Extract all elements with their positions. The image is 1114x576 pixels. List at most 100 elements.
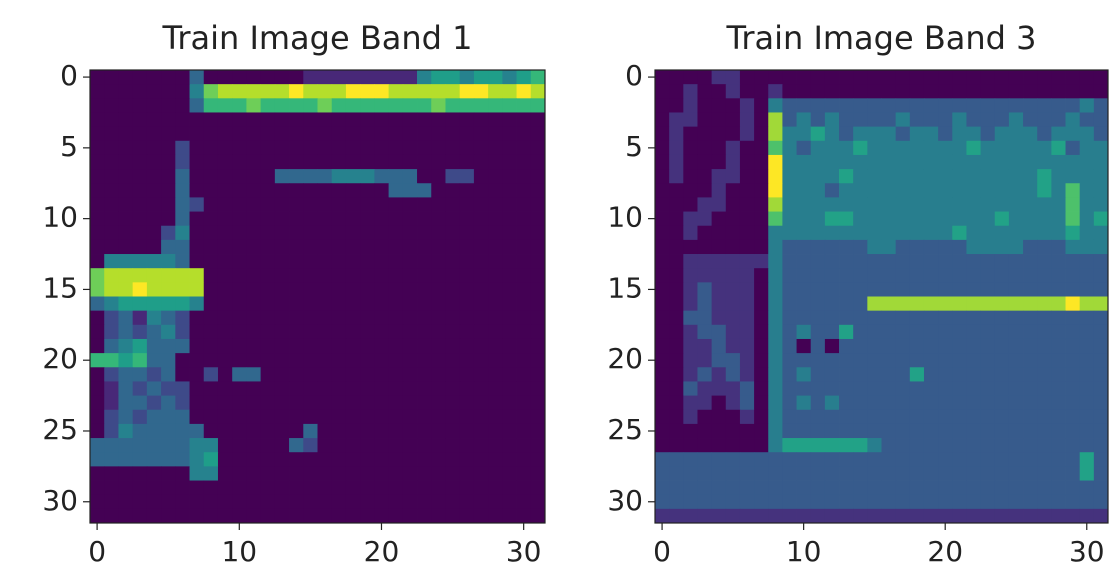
heatmap-cell: [796, 438, 812, 453]
heatmap-cell: [782, 438, 797, 453]
heatmap-cell: [980, 452, 996, 467]
heatmap-cell: [331, 367, 347, 382]
heatmap-cell: [317, 239, 333, 255]
heatmap-cell: [1079, 140, 1095, 156]
heatmap-cell: [881, 409, 897, 425]
heatmap-cell: [459, 98, 475, 113]
heatmap-cell: [1065, 169, 1081, 184]
heatmap-cell: [909, 268, 925, 283]
heatmap-cell: [303, 84, 318, 99]
heatmap-cell: [374, 310, 389, 326]
heatmap-cell: [246, 70, 262, 85]
heatmap-cell: [697, 140, 713, 156]
heatmap-cell: [260, 84, 276, 99]
heatmap-cell: [317, 324, 333, 340]
heatmap-cell: [417, 438, 432, 453]
heatmap-cell: [994, 438, 1010, 453]
heatmap-cell: [118, 381, 134, 396]
heatmap-cell: [782, 466, 797, 481]
heatmap-cell: [782, 423, 797, 439]
heatmap-cell: [669, 466, 684, 481]
heatmap-cell: [345, 98, 361, 113]
heatmap-cell: [1023, 140, 1038, 156]
heatmap-cell: [1051, 225, 1066, 241]
heatmap-cell: [402, 225, 418, 241]
heatmap-cell: [289, 381, 304, 396]
heatmap-cell: [189, 409, 205, 425]
heatmap-cell: [516, 338, 532, 354]
heatmap-cell: [1051, 353, 1066, 368]
heatmap-cell: [1023, 466, 1038, 481]
heatmap-cell: [274, 324, 290, 340]
heatmap-cell: [994, 367, 1010, 382]
heatmap-cell: [303, 140, 318, 156]
heatmap-cell: [1051, 480, 1066, 496]
heatmap-cell: [725, 409, 741, 425]
heatmap-cell: [360, 310, 375, 326]
heatmap-cell: [952, 70, 967, 85]
heatmap-cell: [502, 183, 517, 198]
heatmap-cell: [473, 70, 489, 85]
heatmap-cell: [203, 225, 219, 241]
heatmap-cell: [189, 296, 205, 312]
heatmap-cell: [473, 112, 489, 128]
heatmap-cell: [459, 409, 475, 425]
heatmap-cell: [1037, 268, 1052, 283]
heatmap-cell: [317, 154, 333, 170]
heatmap-cell: [203, 409, 219, 425]
heatmap-cell: [232, 367, 247, 382]
heatmap-cell: [1037, 154, 1052, 170]
heatmap-cell: [1079, 282, 1095, 297]
heatmap-cell: [274, 494, 290, 510]
heatmap-cell: [132, 438, 148, 453]
heatmap-cell: [374, 423, 389, 439]
heatmap-cell: [1037, 84, 1052, 99]
x-tick-label: 10: [786, 535, 822, 568]
heatmap-cell: [175, 494, 190, 510]
heatmap-cell: [502, 140, 517, 156]
heatmap-cell: [1008, 338, 1024, 354]
heatmap-cell: [402, 480, 418, 496]
heatmap-cell: [739, 353, 755, 368]
heatmap-cell: [232, 239, 247, 255]
heatmap-cell: [909, 409, 925, 425]
heatmap-cell: [683, 381, 698, 396]
heatmap-cell: [473, 98, 489, 113]
heatmap-cell: [669, 508, 684, 524]
heatmap-cell: [488, 438, 503, 453]
heatmap-cell: [317, 112, 333, 128]
heatmap-cell: [374, 452, 389, 467]
heatmap-cell: [952, 169, 967, 184]
heatmap-cell: [739, 310, 755, 326]
heatmap-cell: [473, 395, 489, 411]
heatmap-cell: [388, 169, 404, 184]
heatmap-cell: [1051, 140, 1066, 156]
heatmap-cell: [881, 98, 897, 113]
heatmap-cell: [388, 480, 404, 496]
heatmap-cell: [839, 395, 854, 411]
heatmap-cell: [217, 423, 233, 439]
heatmap-cell: [711, 466, 727, 481]
heatmap-cell: [402, 409, 418, 425]
heatmap-cell: [274, 225, 290, 241]
heatmap-cell: [909, 84, 925, 99]
heatmap-cell: [417, 70, 432, 85]
heatmap-cell: [360, 409, 375, 425]
heatmap-cell: [1079, 126, 1095, 142]
heatmap-cell: [516, 381, 532, 396]
heatmap-cell: [402, 140, 418, 156]
heatmap-cell: [317, 98, 333, 113]
heatmap-cell: [502, 338, 517, 354]
heatmap-cell: [161, 282, 176, 297]
heatmap-cell: [739, 140, 755, 156]
heatmap-cell: [697, 324, 713, 340]
heatmap-cell: [655, 183, 670, 198]
heatmap-cell: [289, 140, 304, 156]
heatmap-cell: [881, 310, 897, 326]
heatmap-cell: [1079, 225, 1095, 241]
heatmap-cell: [189, 211, 205, 227]
heatmap-cell: [768, 353, 783, 368]
heatmap-cell: [360, 211, 375, 227]
heatmap-cell: [754, 480, 769, 496]
heatmap-cell: [303, 324, 318, 340]
